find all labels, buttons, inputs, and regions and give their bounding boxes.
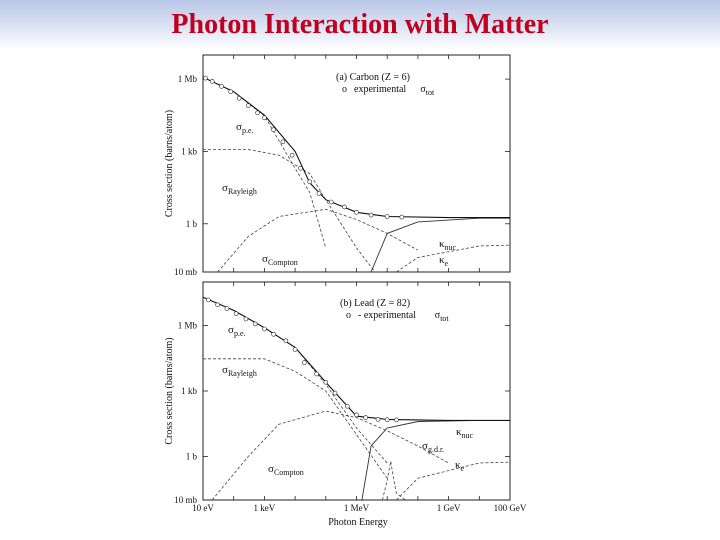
series-sigma-tot [203, 76, 510, 219]
label-sigma-compton: σCompton [268, 463, 304, 477]
series-sigma-gdr [382, 461, 406, 500]
experimental-point [354, 210, 359, 215]
slide-title: Photon Interaction with Matter [171, 9, 549, 40]
experimental-point [323, 379, 329, 385]
x-tick-label: 1 GeV [437, 503, 461, 513]
experimental-point [283, 338, 289, 344]
x-tick-label: 10 eV [192, 503, 214, 513]
x-tick-label: 100 GeV [494, 503, 527, 513]
experimental-point [255, 110, 260, 116]
experimental-point [307, 179, 313, 185]
series-kappa-e [396, 244, 510, 272]
series-kappa-nuc [361, 419, 510, 500]
y-tick-label: 1 b [186, 451, 198, 461]
experimental-point [328, 199, 334, 205]
title-band [0, 0, 720, 50]
y-tick-label: 1 kb [181, 386, 197, 396]
label-kappa-e: κe [455, 459, 465, 473]
experimental-point [228, 89, 233, 94]
label-sigma-rayleigh: σRayleigh [222, 364, 257, 378]
experimental-point [301, 360, 307, 365]
experimental-point [368, 212, 374, 218]
experimental-point [289, 152, 295, 158]
label-sigma-pe: σp.e. [236, 121, 254, 135]
series-sigma-rayleigh [203, 358, 388, 479]
y-axis-title: Cross section (barns/atom) [164, 110, 175, 217]
panel-carbon: 1 Mb 1 kb 1 b 10 mb Cross section (barns/ato… [164, 54, 511, 277]
experimental-point [394, 417, 399, 423]
y-tick-label: 1 kb [181, 146, 197, 156]
experimental-point [344, 403, 350, 409]
experimental-point [203, 75, 208, 81]
experimental-point [280, 139, 286, 145]
series-sigma-rayleigh [203, 149, 376, 272]
experimental-point [243, 316, 249, 322]
experimental-point [298, 166, 303, 171]
x-tick-label: 1 keV [254, 503, 276, 513]
experimental-point [206, 297, 211, 303]
series-sigma-pe [203, 296, 388, 464]
label-sigma-pe: σp.e. [228, 324, 246, 338]
experimental-point [332, 390, 338, 396]
experimental-point [375, 417, 381, 422]
experimental-point [363, 415, 369, 420]
label-kappa-e: κe [439, 254, 449, 268]
series-sigma-compton [211, 410, 449, 500]
experimental-point [271, 331, 276, 337]
legend-text: - experimental [358, 310, 416, 321]
series-kappa-e [396, 461, 510, 500]
panel-heading: (b) Lead (Z = 82) [340, 298, 410, 309]
experimental-point [292, 347, 298, 352]
experimental-point [399, 214, 405, 220]
label-sigma-rayleigh: σRayleigh [222, 182, 257, 196]
experimental-point [262, 326, 267, 332]
label-sigma-gdr: σg.d.r. [422, 440, 444, 454]
experimental-point [209, 79, 215, 84]
experimental-point [354, 412, 359, 418]
x-tick-label: 1 MeV [344, 503, 370, 513]
legend-symbol: σtot [435, 310, 450, 323]
experimental-point [233, 311, 239, 317]
y-axis-title: Cross section (barns/atom) [164, 337, 175, 444]
x-axis-title: Photon Energy [328, 517, 388, 528]
panel-heading: (a) Carbon (Z = 6) [336, 72, 410, 83]
experimental-point [246, 103, 251, 108]
legend-symbol: σtot [420, 84, 435, 97]
label-kappa-nuc: κnuc [456, 426, 474, 440]
experimental-point [262, 115, 267, 120]
experimental-point [384, 214, 390, 219]
y-tick-label: 1 b [186, 219, 198, 229]
y-tick-label: 1 Mb [178, 321, 198, 331]
experimental-point [224, 306, 230, 311]
legend-text: experimental [354, 84, 406, 95]
series-sigma-pe [203, 76, 327, 249]
series-sigma-compton [217, 208, 419, 272]
label-kappa-nuc: κnuc [439, 238, 457, 252]
experimental-point [341, 204, 347, 210]
label-sigma-compton: σCompton [262, 253, 298, 267]
experimental-point [314, 371, 319, 377]
y-tick-label: 10 mb [174, 495, 197, 505]
experimental-point [316, 191, 322, 196]
series-kappa-nuc [370, 217, 510, 272]
experimental-point [219, 84, 224, 89]
y-tick-label: 1 Mb [178, 74, 198, 84]
experimental-point [271, 127, 276, 132]
experimental-point [236, 96, 242, 101]
legend-marker: o [342, 84, 347, 95]
experimental-point [215, 302, 220, 308]
experimental-point [252, 321, 258, 327]
legend-marker: o [346, 310, 351, 321]
experimental-point [384, 417, 390, 423]
y-tick-label: 10 mb [174, 267, 197, 277]
